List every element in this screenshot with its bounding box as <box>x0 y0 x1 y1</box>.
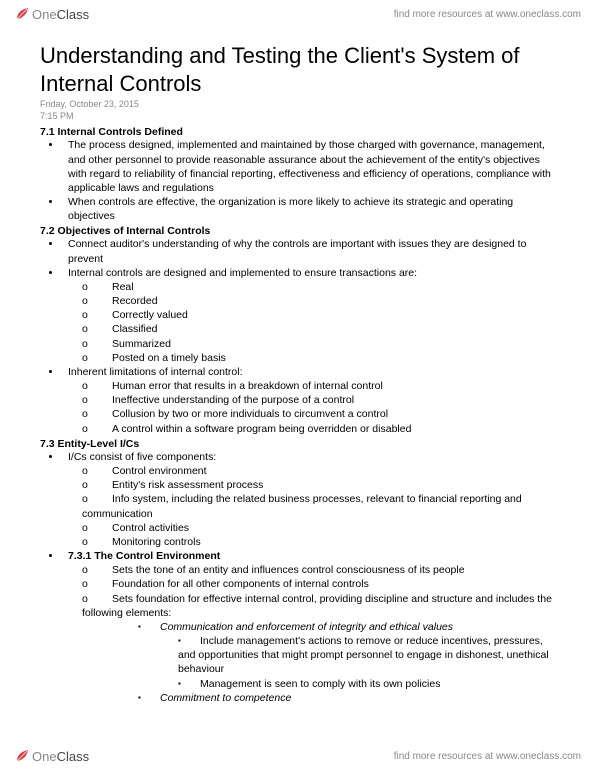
doc-date: Friday, October 23, 2015 <box>40 99 555 111</box>
list-item: Sets the tone of an entity and influence… <box>82 563 555 577</box>
list-item: Management is seen to comply with its ow… <box>178 677 555 691</box>
list-item: Ineffective understanding of the purpose… <box>82 393 555 407</box>
brand-logo: OneClass <box>14 6 89 22</box>
list-item: 7.3.1 The Control Environment Sets the t… <box>62 549 555 705</box>
list-item: Foundation for all other components of i… <box>82 577 555 591</box>
header-link[interactable]: find more resources at www.oneclass.com <box>394 9 581 20</box>
section-7-1-list: The process designed, implemented and ma… <box>40 138 555 223</box>
brand-text-footer: OneClass <box>32 749 89 764</box>
list-item: Monitoring controls <box>82 535 555 549</box>
section-7-2-list: Connect auditor's understanding of why t… <box>40 237 555 435</box>
list-item: I/Cs consist of five components: Control… <box>62 450 555 549</box>
list-item: Correctly valued <box>82 308 555 322</box>
list-item: Communication and enforcement of integri… <box>138 620 555 691</box>
list-item: Real <box>82 280 555 294</box>
list-item: Recorded <box>82 294 555 308</box>
list-item: Inherent limitations of internal control… <box>62 365 555 436</box>
list-item: The process designed, implemented and ma… <box>62 138 555 195</box>
list-item: Include management's actions to remove o… <box>178 634 555 677</box>
doc-meta: Friday, October 23, 2015 7:15 PM <box>40 99 555 122</box>
list-item: Control environment <box>82 464 555 478</box>
section-7-2-heading: 7.2 Objectives of Internal Controls <box>40 225 555 237</box>
page-footer: OneClass find more resources at www.onec… <box>0 742 595 770</box>
list-item: Control activities <box>82 521 555 535</box>
list-item: Info system, including the related busin… <box>82 492 555 520</box>
list-item: Posted on a timely basis <box>82 351 555 365</box>
list-item: Entity's risk assessment process <box>82 478 555 492</box>
brand-text: OneClass <box>32 7 89 22</box>
list-item: Internal controls are designed and imple… <box>62 266 555 365</box>
section-7-3-list: I/Cs consist of five components: Control… <box>40 450 555 705</box>
doc-time: 7:15 PM <box>40 111 555 123</box>
list-item: Summarized <box>82 337 555 351</box>
page-header: OneClass find more resources at www.onec… <box>0 0 595 28</box>
leaf-icon <box>14 748 30 764</box>
list-item: Connect auditor's understanding of why t… <box>62 237 555 265</box>
page-title: Understanding and Testing the Client's S… <box>40 42 555 97</box>
document-body: Understanding and Testing the Client's S… <box>0 28 595 715</box>
list-item: When controls are effective, the organiz… <box>62 195 555 223</box>
list-item: Commitment to competence <box>138 691 555 705</box>
section-7-3-heading: 7.3 Entity-Level I/Cs <box>40 438 555 450</box>
list-item: Human error that results in a breakdown … <box>82 379 555 393</box>
brand-logo-footer: OneClass <box>14 748 89 764</box>
list-item: Sets foundation for effective internal c… <box>82 592 555 705</box>
section-7-1-heading: 7.1 Internal Controls Defined <box>40 126 555 138</box>
list-item: Classified <box>82 322 555 336</box>
leaf-icon <box>14 6 30 22</box>
subsection-7-3-1-heading: 7.3.1 The Control Environment <box>68 550 220 562</box>
list-item: A control within a software program bein… <box>82 422 555 436</box>
footer-link[interactable]: find more resources at www.oneclass.com <box>394 751 581 762</box>
list-item: Collusion by two or more individuals to … <box>82 407 555 421</box>
